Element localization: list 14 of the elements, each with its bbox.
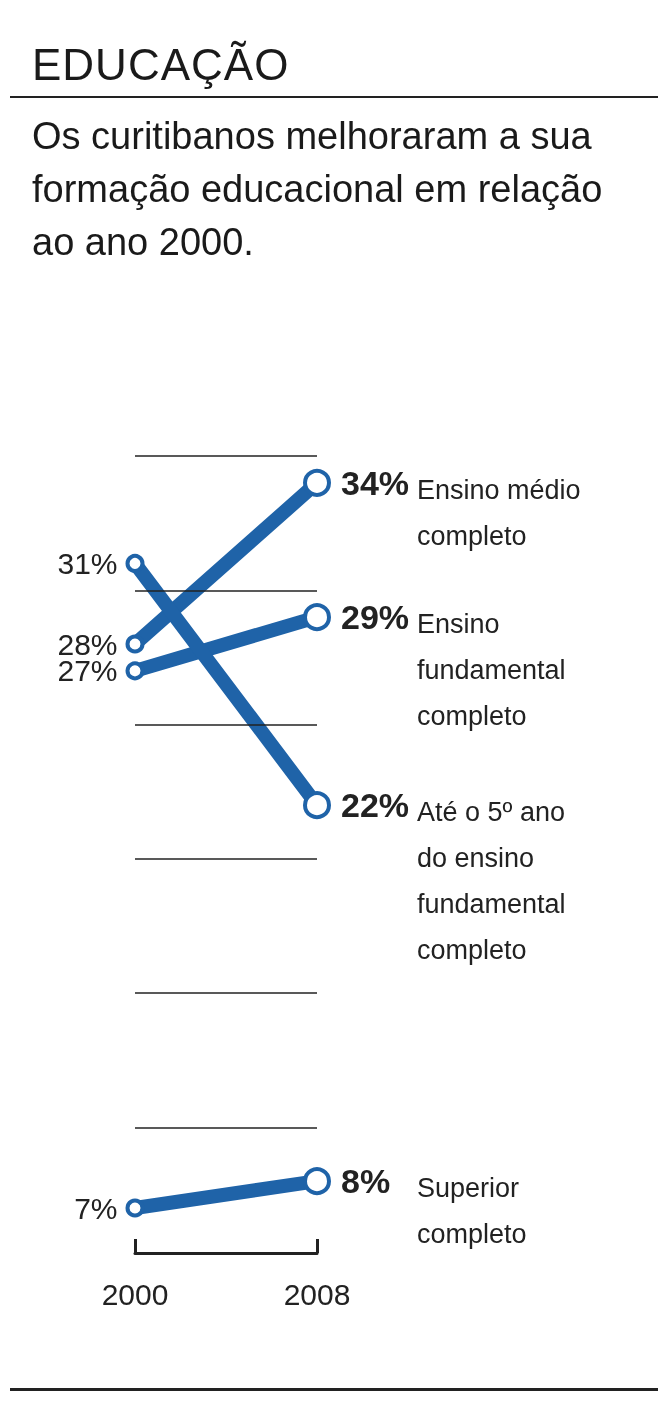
chart-subtitle: Os curitibanos melhoraram a sua formação educacional em relação ao ano 2000. (31, 114, 604, 265)
data-label: 31% (57, 546, 118, 580)
data-label: 7% (74, 1191, 118, 1225)
text: Ensino médio completo (417, 474, 589, 551)
chart-title: EDUCAÇÃO (10, 40, 658, 98)
x-tick-label: 2008 (283, 1277, 351, 1311)
data-label: 29% (341, 598, 410, 637)
x-tick-label: 2000 (101, 1277, 169, 1311)
text: Ensino fundamental completo (417, 609, 574, 732)
text: Superior completo (417, 1173, 527, 1250)
data-label: 22% (341, 786, 410, 825)
data-label: 34% (341, 463, 410, 502)
data-label: 8% (341, 1162, 391, 1201)
text: Até o 5º ano do ensino fundamental completo (417, 797, 574, 966)
